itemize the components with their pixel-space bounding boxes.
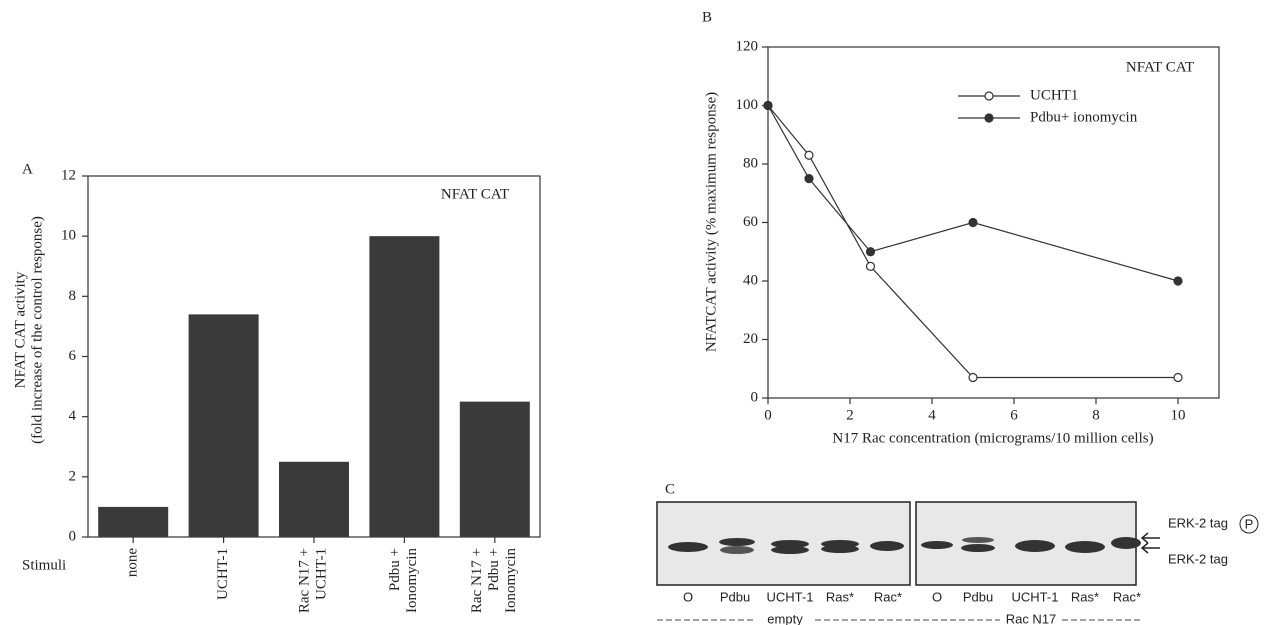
lane-label: Rac* — [874, 589, 902, 604]
y-tick-label: 12 — [61, 167, 76, 183]
panel-letter: B — [702, 9, 712, 25]
y-tick-label: 80 — [743, 155, 758, 171]
x-tick-label: 0 — [764, 407, 772, 423]
panel-letter: A — [22, 161, 33, 177]
lane-label: Pdbu — [720, 589, 750, 604]
annotation: NFAT CAT — [1126, 59, 1194, 75]
x-tick-label: none — [125, 548, 141, 578]
series-line — [768, 106, 1178, 378]
figure: C ERK-2 tag P ERK-2 tag empty Rac N17 A N… — [0, 0, 1270, 625]
data-point — [969, 219, 977, 227]
lane-label: Pdbu — [963, 589, 993, 604]
x-tick-label: 8 — [1092, 407, 1100, 423]
bar — [279, 462, 349, 537]
y-tick-label: 10 — [61, 228, 76, 244]
y-tick-label: 40 — [743, 272, 758, 288]
data-point — [805, 151, 813, 159]
legend-marker — [985, 114, 993, 122]
y-axis-label: NFAT CAT activity(fold increase of the c… — [13, 216, 46, 444]
y-tick-label: 8 — [69, 288, 77, 304]
data-point — [764, 102, 772, 110]
x-tick-label: 6 — [1010, 407, 1018, 423]
x-tick-label: Rac N17 +Pdbu +Ionomycin — [469, 548, 519, 614]
y-tick-label: 2 — [69, 468, 77, 484]
phospho-label: P — [1245, 516, 1254, 531]
lane-label: Rac* — [1113, 589, 1141, 604]
data-point — [867, 248, 875, 256]
lane-label: O — [932, 589, 942, 604]
bar — [369, 236, 439, 537]
data-point — [805, 175, 813, 183]
lane-label: UCHT-1 — [1012, 589, 1059, 604]
bar — [98, 507, 168, 537]
y-tick-label: 0 — [751, 389, 759, 405]
y-tick-label: 120 — [736, 38, 759, 54]
legend-label: Pdbu+ ionomycin — [1030, 109, 1138, 125]
legend-marker — [985, 92, 993, 100]
x-tick-label: 10 — [1171, 407, 1186, 423]
lane-label: O — [683, 589, 693, 604]
data-point — [1174, 374, 1182, 382]
x-axis-label: N17 Rac concentration (micrograms/10 mil… — [832, 430, 1153, 446]
y-tick-label: 60 — [743, 214, 758, 230]
panel-letter: C — [665, 481, 675, 497]
plot-frame — [768, 47, 1219, 398]
bar — [189, 314, 259, 537]
lane-label: UCHT-1 — [767, 589, 814, 604]
band-label: ERK-2 tag — [1168, 515, 1228, 530]
group-label: Rac N17 — [1006, 611, 1057, 625]
x-tick-label: UCHT-1 — [215, 548, 231, 600]
x-tick-label: Rac N17 +UCHT-1 — [297, 548, 330, 613]
data-point — [867, 262, 875, 270]
lane-label: Ras* — [826, 589, 854, 604]
x-axis-label: Stimuli — [22, 557, 66, 573]
data-point — [969, 374, 977, 382]
x-tick-label: Pdbu +Ionomycin — [387, 548, 420, 613]
x-tick-label: 4 — [928, 407, 936, 423]
y-tick-label: 0 — [69, 528, 77, 544]
y-axis-label: NFATCAT activity (% maximum response) — [703, 92, 719, 352]
y-tick-label: 20 — [743, 331, 758, 347]
y-tick-label: 6 — [69, 348, 77, 364]
legend-label: UCHT1 — [1030, 87, 1078, 103]
y-tick-label: 100 — [736, 97, 759, 113]
annotation: NFAT CAT — [441, 186, 509, 202]
y-tick-label: 4 — [69, 408, 77, 424]
data-point — [1174, 277, 1182, 285]
bar — [460, 402, 530, 537]
lane-label: Ras* — [1071, 589, 1099, 604]
band-label: ERK-2 tag — [1168, 551, 1228, 566]
x-tick-label: 2 — [846, 407, 854, 423]
group-label: empty — [767, 611, 803, 625]
